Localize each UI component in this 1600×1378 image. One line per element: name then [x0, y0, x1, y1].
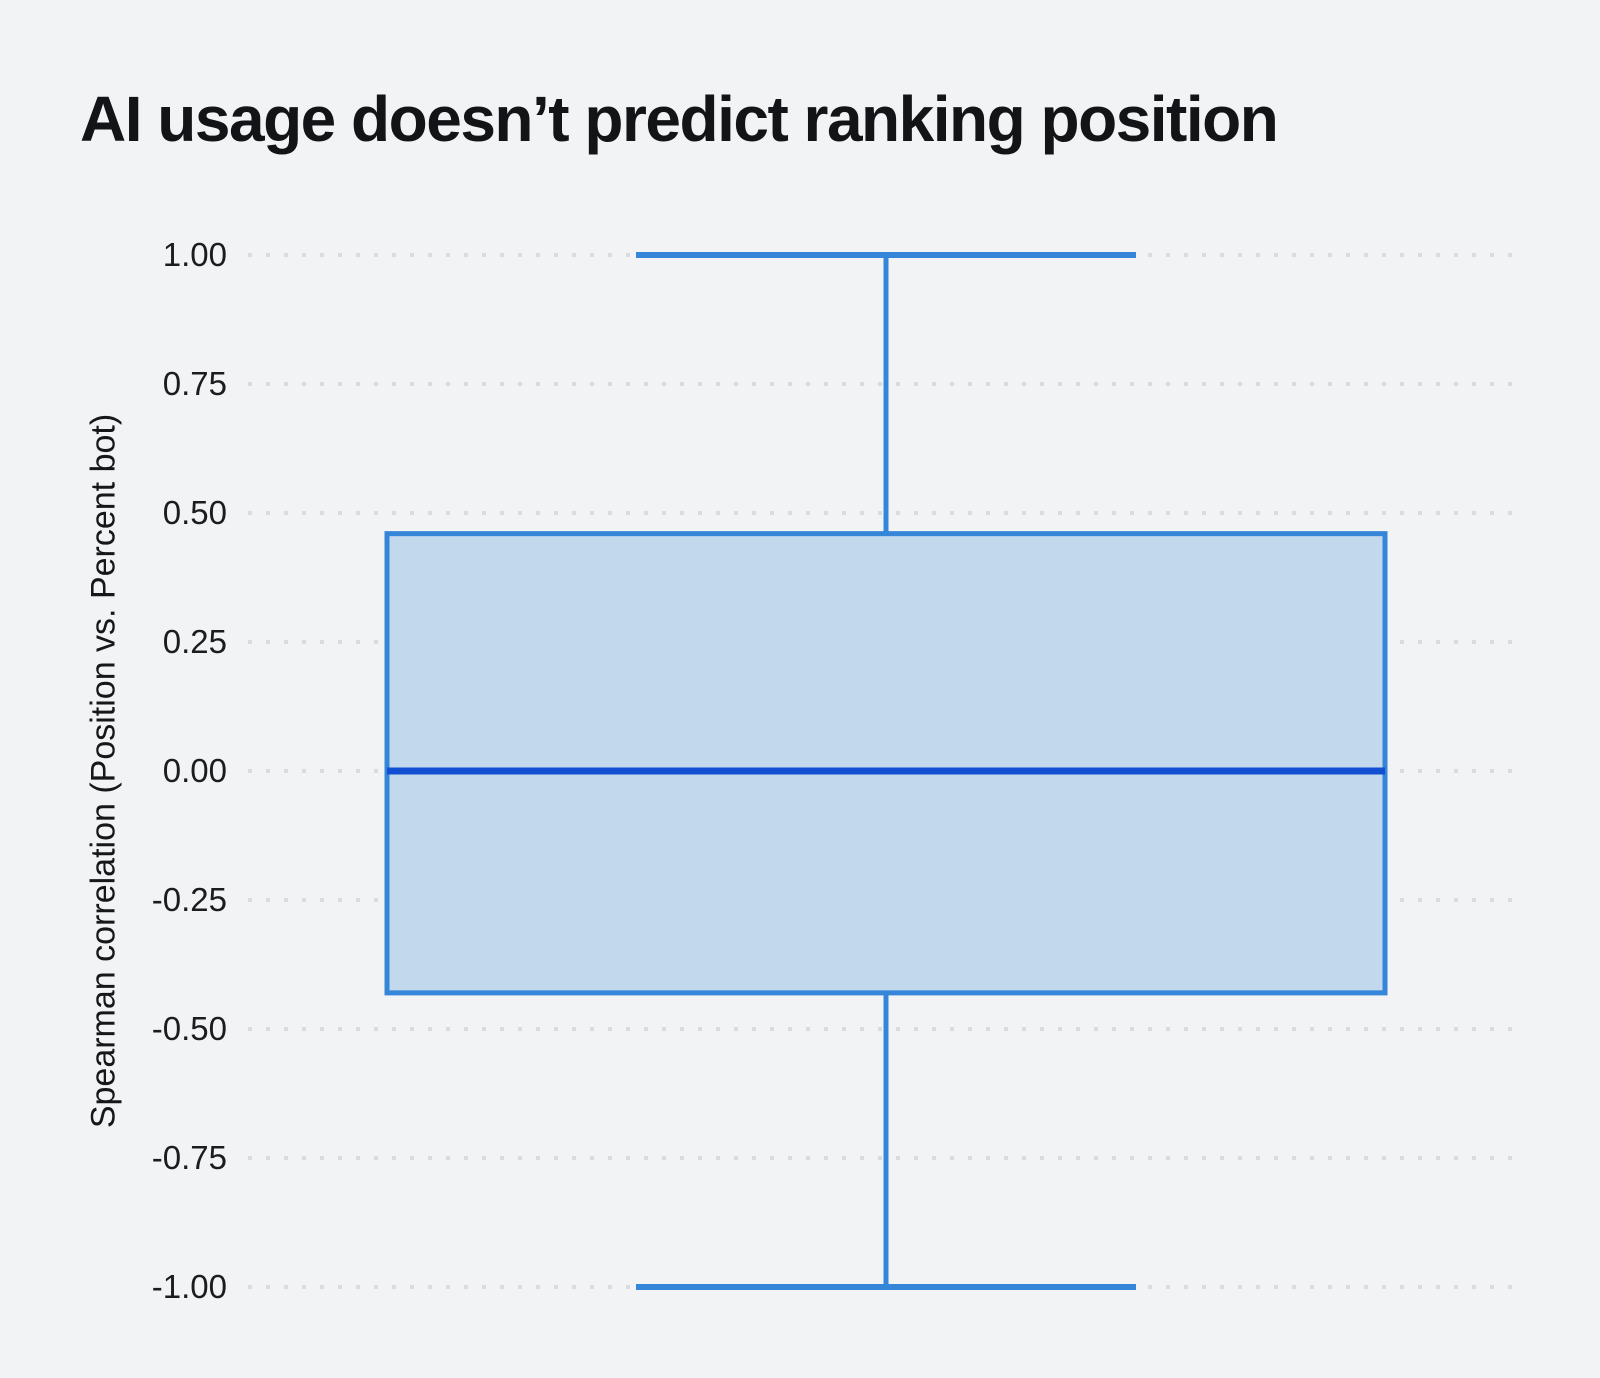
chart-title: AI usage doesn’t predict ranking positio… — [80, 83, 1279, 155]
y-tick-label: -0.50 — [151, 1010, 227, 1047]
y-tick-label: -0.75 — [151, 1139, 227, 1176]
y-tick-label: 1.00 — [162, 236, 227, 273]
y-tick-label: -0.25 — [151, 881, 227, 918]
y-tick-label: -1.00 — [151, 1268, 227, 1305]
y-tick-label: 0.75 — [162, 365, 227, 402]
y-tick-label: 0.50 — [162, 494, 227, 531]
box-iqr-rect — [384, 531, 1388, 996]
box-plot — [384, 252, 1388, 1290]
y-tick-label: 0.00 — [162, 752, 227, 789]
y-tick-label: 0.25 — [162, 623, 227, 660]
